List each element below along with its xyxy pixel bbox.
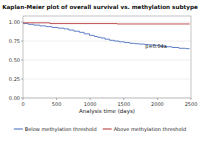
title: Kaplan-Meier plot of overall survival vs… (2, 4, 198, 11)
legend-swatch (103, 128, 112, 129)
survival-line (23, 23, 190, 24)
tick-label: 500 (52, 101, 62, 107)
legend: Below methylation threshold Above methyla… (14, 126, 186, 133)
legend-label: Below methylation threshold (25, 126, 97, 133)
axis-label: Analysis time (days) (79, 108, 135, 115)
tick-label: 1.00 (9, 19, 20, 25)
plot-area (23, 16, 191, 98)
grid-line (23, 79, 191, 80)
tick-label: 0 (21, 101, 24, 107)
annotation: p=0.04a (145, 43, 167, 50)
legend-label: Above methylation threshold (114, 126, 186, 133)
tick-mark (21, 79, 23, 80)
tick-label: 0.25 (9, 76, 20, 82)
tick-label: 1000 (84, 101, 97, 107)
tick-label: 2500 (185, 101, 198, 107)
legend-swatch (14, 128, 23, 129)
tick-label: 2000 (151, 101, 164, 107)
tick-label: 1500 (117, 101, 130, 107)
tick-mark (21, 60, 23, 61)
tick-mark (21, 22, 23, 23)
grid-line (23, 60, 191, 61)
grid-line (23, 41, 191, 42)
tick-mark (21, 98, 23, 99)
tick-label: 0.50 (9, 57, 20, 63)
tick-label: 0.75 (9, 38, 20, 44)
tick-mark (21, 41, 23, 42)
chart: 0.00 0.25 0.50 0.75 1.00 0 500 1000 1500 2000 2500… (0, 0, 200, 144)
plot-frame (23, 16, 191, 98)
tick-label: 0.00 (9, 95, 20, 101)
